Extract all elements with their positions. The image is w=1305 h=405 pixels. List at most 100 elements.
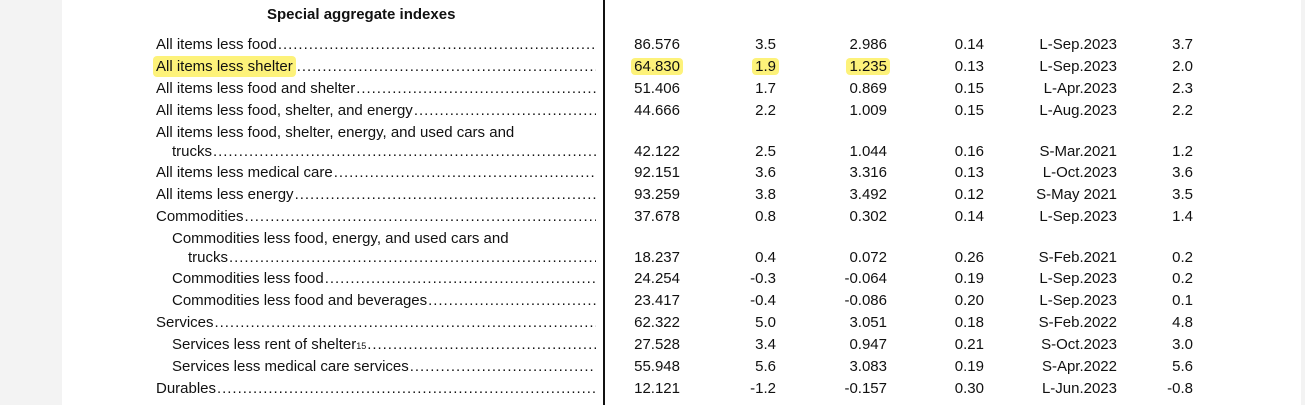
cell-v6: 1.2	[1172, 143, 1193, 160]
section-title: Special aggregate indexes	[267, 6, 456, 23]
cell-v4: 0.15	[954, 102, 984, 119]
cell-v2: -0.4	[750, 292, 776, 309]
row-label: trucks	[172, 141, 596, 162]
cell-v5: L-Oct.2023	[1042, 164, 1117, 181]
row-label: All items less food and shelter	[156, 78, 596, 99]
row-label: Services	[156, 312, 596, 333]
cell-v1: 55.948	[634, 358, 680, 375]
cell-v2: 2.5	[755, 143, 776, 160]
cell-v4: 0.12	[954, 186, 984, 203]
cell-v1: 62.322	[634, 314, 680, 331]
cell-v5: L-Sep.2023	[1039, 270, 1117, 287]
cell-v1: 18.237	[634, 249, 680, 266]
cell-v5: S-Oct.2023	[1041, 336, 1117, 353]
cell-v5: L-Sep.2023	[1039, 208, 1117, 225]
cell-v5: L-Sep.2023	[1039, 36, 1117, 53]
cell-v5: L-Aug.2023	[1039, 102, 1117, 119]
highlight-marker: 1.235	[846, 58, 890, 75]
cell-v5: L-Apr.2023	[1043, 80, 1117, 97]
cell-v6: 4.8	[1172, 314, 1193, 331]
cell-v2: -1.2	[750, 380, 776, 397]
cell-v2: 1.7	[755, 80, 776, 97]
cell-v6: 2.2	[1172, 102, 1193, 119]
highlight-marker: All items less shelter	[153, 56, 296, 77]
cell-v3: -0.086	[844, 292, 887, 309]
cell-v4: 0.15	[954, 80, 984, 97]
cell-v6: 3.0	[1172, 336, 1193, 353]
cell-v1: 24.254	[634, 270, 680, 287]
cell-v1: 27.528	[634, 336, 680, 353]
cell-v2: 3.8	[755, 186, 776, 203]
cell-v3: 2.986	[849, 36, 887, 53]
cell-v1: 23.417	[634, 292, 680, 309]
cell-v5: S-Feb.2021	[1038, 249, 1117, 266]
cell-v4: 0.20	[954, 292, 984, 309]
cell-v3: 0.072	[849, 249, 887, 266]
cell-v3: 3.492	[849, 186, 887, 203]
cell-v2: 5.0	[755, 314, 776, 331]
row-label: Durables	[156, 378, 596, 399]
row-label: All items less food	[156, 34, 596, 55]
cell-v3: 1.235	[846, 56, 890, 77]
row-label: All items less medical care	[156, 162, 596, 183]
cell-v4: 0.30	[954, 380, 984, 397]
cell-v1: 93.259	[634, 186, 680, 203]
row-label-line1: All items less food, shelter, energy, an…	[156, 124, 515, 141]
cell-v2: 0.8	[755, 208, 776, 225]
cell-v1: 42.122	[634, 143, 680, 160]
cell-v6: 1.4	[1172, 208, 1193, 225]
cell-v4: 0.14	[954, 208, 984, 225]
cell-v1: 92.151	[634, 164, 680, 181]
cell-v3: -0.064	[844, 270, 887, 287]
cell-v3: -0.157	[844, 380, 887, 397]
cell-v4: 0.14	[954, 36, 984, 53]
cell-v5: S-May 2021	[1036, 186, 1117, 203]
cell-v1: 64.830	[631, 56, 683, 77]
cell-v3: 3.316	[849, 164, 887, 181]
highlight-marker: 1.9	[752, 58, 779, 75]
row-label: Services less rent of shelter 15	[172, 334, 596, 355]
cell-v4: 0.13	[954, 164, 984, 181]
cell-v5: L-Sep.2023	[1039, 58, 1117, 75]
row-label: All items less energy	[156, 184, 596, 205]
row-label: Services less medical care services	[172, 356, 596, 377]
cell-v6: 0.2	[1172, 270, 1193, 287]
cell-v2: 3.5	[755, 36, 776, 53]
cell-v4: 0.16	[954, 143, 984, 160]
cell-v4: 0.19	[954, 358, 984, 375]
cell-v3: 0.947	[849, 336, 887, 353]
cell-v4: 0.19	[954, 270, 984, 287]
cell-v5: L-Jun.2023	[1041, 380, 1117, 397]
cell-v1: 44.666	[634, 102, 680, 119]
row-label: All items less food, shelter, and energy	[156, 100, 596, 121]
cell-v2: 3.4	[755, 336, 776, 353]
cell-v3: 3.051	[849, 314, 887, 331]
cell-v3: 0.869	[849, 80, 887, 97]
cell-v6: 0.1	[1172, 292, 1193, 309]
cell-v4: 0.13	[954, 58, 984, 75]
row-label-line1: Commodities less food, energy, and used …	[172, 230, 509, 247]
cell-v3: 3.083	[849, 358, 887, 375]
cell-v4: 0.26	[954, 249, 984, 266]
row-label: Commodities less food	[172, 268, 596, 289]
cell-v2: 1.9	[752, 56, 779, 77]
cell-v5: S-Feb.2022	[1038, 314, 1117, 331]
cell-v5: S-Mar.2021	[1039, 143, 1117, 160]
highlight-marker: 64.830	[631, 58, 683, 75]
row-label: All items less shelter	[153, 56, 596, 77]
cell-v3: 1.009	[849, 102, 887, 119]
cell-v1: 51.406	[634, 80, 680, 97]
cell-v6: 3.5	[1172, 186, 1193, 203]
cell-v3: 0.302	[849, 208, 887, 225]
cell-v2: 2.2	[755, 102, 776, 119]
cell-v6: 2.3	[1172, 80, 1193, 97]
row-label: Commodities less food and beverages	[172, 290, 596, 311]
row-label: Commodities	[156, 206, 596, 227]
row-label: trucks	[188, 247, 596, 268]
cell-v6: 0.2	[1172, 249, 1193, 266]
cell-v1: 12.121	[634, 380, 680, 397]
cell-v6: -0.8	[1167, 380, 1193, 397]
cell-v2: -0.3	[750, 270, 776, 287]
cell-v2: 3.6	[755, 164, 776, 181]
cell-v5: L-Sep.2023	[1039, 292, 1117, 309]
